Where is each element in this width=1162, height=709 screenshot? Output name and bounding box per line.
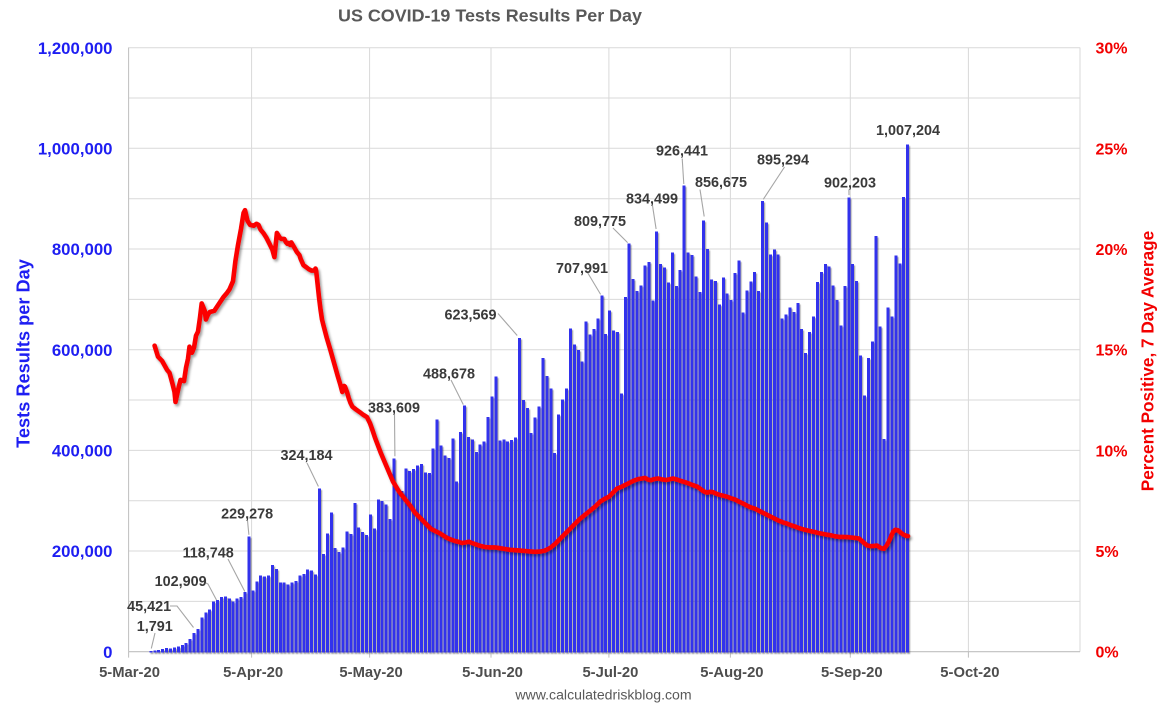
svg-text:200,000: 200,000 — [52, 542, 113, 561]
svg-text:0%: 0% — [1096, 645, 1119, 662]
svg-text:US COVID-19 Tests Results Per: US COVID-19 Tests Results Per Day — [338, 6, 642, 26]
svg-text:623,569: 623,569 — [444, 308, 496, 324]
svg-text:5-Oct-20: 5-Oct-20 — [940, 665, 999, 681]
svg-text:Tests Results per Day: Tests Results per Day — [13, 258, 33, 448]
svg-text:0: 0 — [103, 643, 112, 662]
svg-text:1,000,000: 1,000,000 — [38, 139, 113, 158]
svg-text:800,000: 800,000 — [52, 240, 113, 259]
svg-text:www.calculatedriskblog.com: www.calculatedriskblog.com — [514, 687, 691, 703]
svg-text:895,294: 895,294 — [757, 153, 809, 169]
svg-text:5-Apr-20: 5-Apr-20 — [223, 665, 283, 681]
svg-text:488,678: 488,678 — [423, 367, 475, 383]
svg-text:15%: 15% — [1096, 343, 1128, 360]
svg-text:229,278: 229,278 — [221, 506, 273, 522]
svg-text:5-Jul-20: 5-Jul-20 — [582, 665, 638, 681]
svg-text:324,184: 324,184 — [280, 448, 332, 464]
svg-text:1,791: 1,791 — [137, 619, 173, 635]
svg-text:Percent Positive, 7 Day Averag: Percent Positive, 7 Day Average — [1138, 231, 1158, 492]
svg-text:20%: 20% — [1096, 242, 1128, 259]
svg-text:856,675: 856,675 — [695, 175, 747, 191]
svg-text:707,991: 707,991 — [556, 261, 608, 277]
svg-text:902,203: 902,203 — [824, 176, 876, 192]
svg-text:5%: 5% — [1096, 544, 1119, 561]
svg-text:10%: 10% — [1096, 443, 1128, 460]
svg-text:5-Mar-20: 5-Mar-20 — [99, 665, 160, 681]
svg-text:25%: 25% — [1096, 141, 1128, 158]
svg-text:1,007,204: 1,007,204 — [876, 123, 940, 139]
svg-text:118,748: 118,748 — [183, 546, 234, 562]
svg-text:400,000: 400,000 — [52, 442, 113, 461]
svg-text:102,909: 102,909 — [155, 574, 207, 590]
svg-text:926,441: 926,441 — [656, 144, 708, 160]
svg-text:45,421: 45,421 — [127, 599, 171, 615]
svg-text:5-Sep-20: 5-Sep-20 — [821, 665, 883, 681]
svg-text:809,775: 809,775 — [574, 214, 626, 230]
svg-text:834,499: 834,499 — [626, 192, 678, 208]
svg-text:383,609: 383,609 — [368, 401, 420, 417]
svg-text:5-Aug-20: 5-Aug-20 — [700, 665, 763, 681]
svg-text:1,200,000: 1,200,000 — [38, 39, 113, 58]
svg-text:5-Jun-20: 5-Jun-20 — [462, 665, 523, 681]
svg-text:30%: 30% — [1096, 41, 1128, 58]
svg-text:5-May-20: 5-May-20 — [339, 665, 402, 681]
svg-text:600,000: 600,000 — [52, 341, 113, 360]
